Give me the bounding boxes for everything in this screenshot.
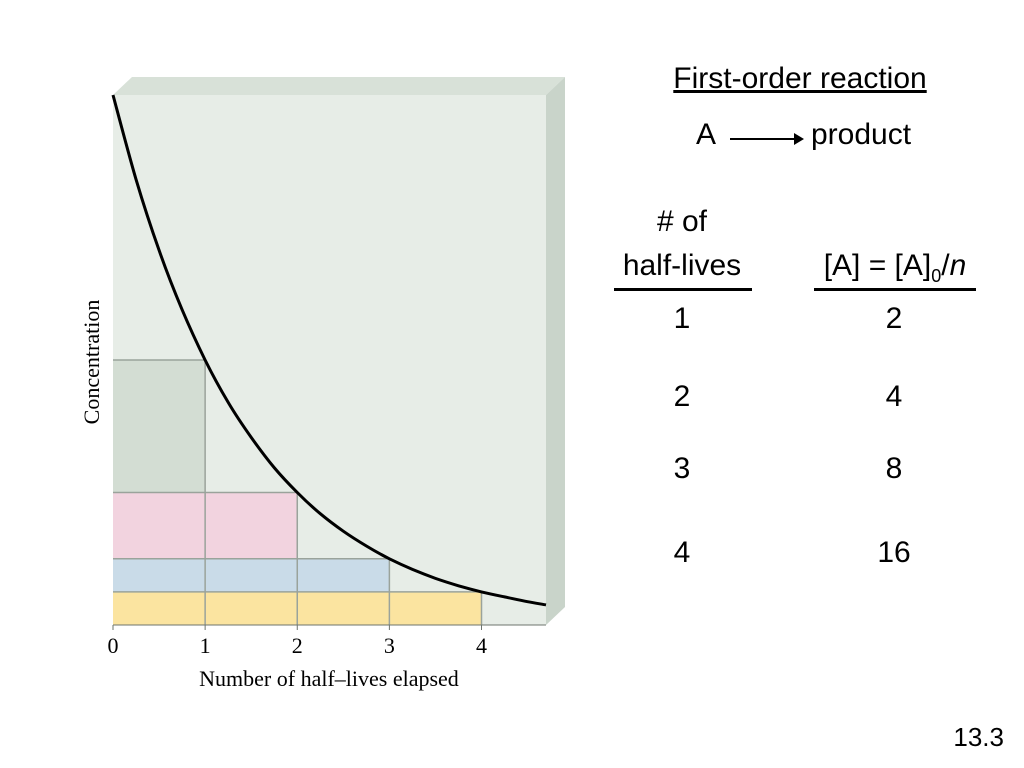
decay-curve (111, 94, 547, 607)
product-label: product (811, 118, 912, 151)
col-header-half-lives-line2: half-lives (622, 249, 742, 282)
table-cell-half-lives: 1 (673, 302, 691, 335)
table-cell-half-lives: 3 (673, 452, 691, 485)
table-cell-divisor: 16 (877, 536, 911, 569)
x-tick-label: 2 (292, 633, 303, 658)
table-cell-divisor: 8 (885, 452, 903, 485)
reaction-arrow-icon (730, 133, 804, 145)
x-tick-label: 0 (108, 633, 119, 658)
panel-title: First-order reaction (673, 62, 927, 95)
panel-side-face (546, 77, 565, 625)
band-3 (113, 558, 390, 592)
col-header-concentration-prefix: [A] = [A] (823, 249, 932, 282)
panel-top-face (113, 77, 565, 95)
col-header-concentration-subscript: 0 (931, 266, 942, 286)
y-axis-label: Concentration (79, 300, 104, 425)
x-axis-label: Number of half–lives elapsed (199, 666, 459, 691)
slide-number: 13.3 (953, 722, 1004, 752)
x-tick-label: 3 (384, 633, 395, 658)
x-tick-label: 1 (200, 633, 211, 658)
band-1 (113, 360, 206, 493)
col-header-half-lives-line1: # of (656, 205, 708, 238)
table-cell-divisor: 4 (885, 380, 903, 413)
col-header-concentration-slash: / (941, 249, 950, 282)
col-header-half-lives: # of half-lives (612, 200, 752, 288)
table-cell-half-lives: 4 (673, 536, 691, 569)
reaction-equation: A product (600, 118, 1000, 158)
col-header-concentration-var: n (949, 249, 967, 282)
col-rule-half-lives (614, 288, 752, 291)
col-header-concentration: [A] = [A]0/n (810, 244, 980, 298)
col-rule-concentration (814, 288, 976, 291)
table-cell-divisor: 2 (885, 302, 903, 335)
table-cell-half-lives: 2 (673, 380, 691, 413)
reactant-label: A (696, 118, 717, 151)
x-tick-label: 4 (476, 633, 487, 658)
